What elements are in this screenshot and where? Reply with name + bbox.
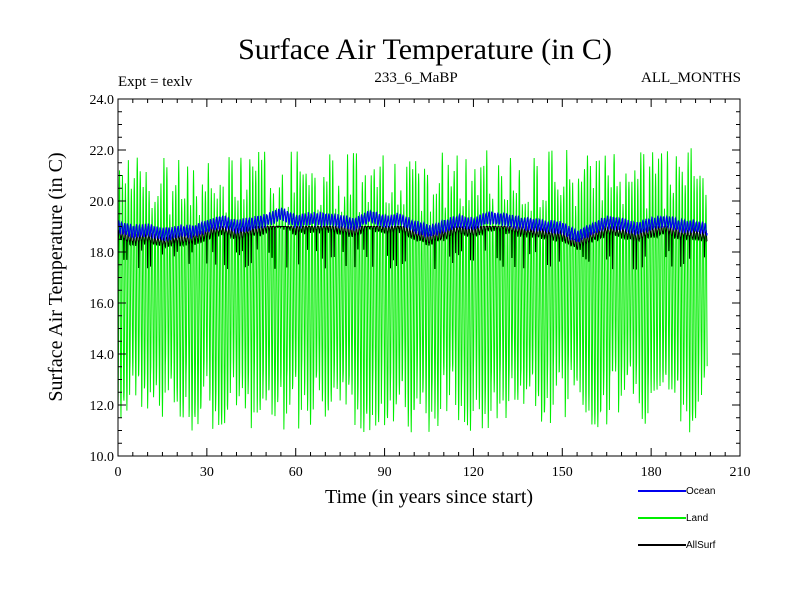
legend-label-land: Land [686,513,708,524]
subtitle-months: ALL_MONTHS [641,70,741,86]
x-tick-label: 120 [463,465,484,480]
y-tick-label: 10.0 [90,450,115,465]
y-tick-label: 20.0 [90,195,115,210]
series-ocean-line [118,207,708,243]
subtitle-run: 233_6_MaBP [374,70,457,86]
y-tick-label: 18.0 [90,246,115,261]
y-tick-label: 12.0 [90,399,115,414]
y-tick-label: 22.0 [90,144,115,159]
y-tick-label: 14.0 [90,348,115,363]
chart-title: Surface Air Temperature (in C) [238,33,612,66]
x-axis: 0 30 60 90 120 150 180 210 [115,99,751,480]
x-axis-label: Time (in years since start) [325,486,533,508]
x-tick-label: 30 [200,465,214,480]
x-tick-label: 210 [730,465,751,480]
y-tick-label: 16.0 [90,297,115,312]
subtitle-experiment: Expt = texlv [118,74,193,90]
y-axis: 10.0 12.0 14.0 16.0 18.0 20.0 22.0 24.0 [90,93,740,465]
legend-label-ocean: Ocean [686,486,715,497]
series-land-line [118,148,708,433]
y-axis-label: Surface Air Temperature (in C) [45,152,67,401]
y-tick-label: 24.0 [90,93,115,108]
x-tick-label: 60 [289,465,303,480]
x-tick-label: 180 [641,465,662,480]
x-tick-label: 150 [552,465,573,480]
x-tick-label: 90 [378,465,392,480]
legend-label-allsurf: AllSurf [686,540,716,551]
legend: Ocean Land AllSurf [638,486,716,551]
series-layer [118,148,708,433]
x-tick-label: 0 [115,465,122,480]
